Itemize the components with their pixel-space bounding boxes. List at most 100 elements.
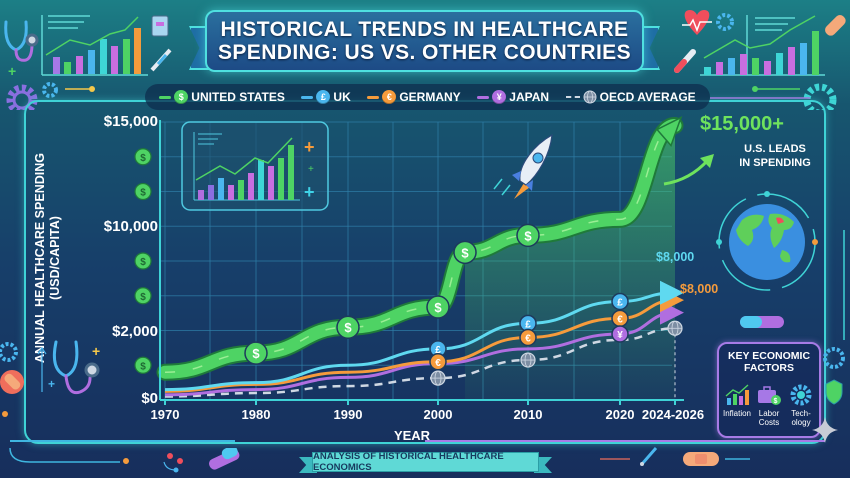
gear-icon [823, 347, 845, 369]
series-marker-uk: £ [611, 292, 629, 311]
coin-symbol: ¥ [617, 330, 623, 341]
legend-label-us: UNITED STATES [191, 90, 285, 104]
coin-circle [516, 223, 540, 248]
series-line-us-highlight [164, 124, 676, 373]
legend-label-oecd: OECD AVERAGE [599, 90, 696, 104]
series-marker-germany: € [611, 309, 629, 328]
y-tick-label: $2,000 [112, 323, 158, 340]
svg-text:+: + [48, 377, 55, 391]
dollar-coin-icon: $ [134, 252, 152, 270]
coin-symbol: $ [524, 228, 532, 243]
decor-bottom-left: + + [0, 340, 129, 464]
axes [159, 120, 684, 405]
legend-item-oecd[interactable]: OECD AVERAGE [565, 90, 696, 104]
globe-icon [716, 191, 818, 291]
series-marker-uk: £ [519, 314, 537, 333]
coin-circle [134, 287, 152, 305]
globe-marker [667, 320, 683, 336]
legend-item-japan[interactable]: ¥ JAPAN [477, 90, 549, 104]
dollar-coin-icon: $ [174, 90, 189, 104]
legend-line-oecd [565, 96, 580, 98]
legend-item-us[interactable]: $ UNITED STATES [159, 90, 285, 104]
svg-text:+: + [8, 63, 16, 79]
germany-end-label: $8,000 [680, 282, 719, 296]
legend-item-germany[interactable]: € GERMANY [367, 90, 461, 104]
factor-label: Inflation [722, 409, 752, 418]
factor-label: Costs [758, 418, 780, 427]
syringe-icon [640, 447, 658, 466]
y-tick-labels: $15,000 $10,000 $2,000 $0 [80, 0, 158, 420]
factor-label: ology [791, 418, 811, 427]
callout-arrow-icon [663, 154, 714, 186]
globe-marker [520, 352, 536, 368]
svg-text:+: + [308, 164, 314, 175]
decor-right-side [823, 230, 845, 405]
coin-circle [519, 328, 537, 347]
x-tick-label: 1980 [241, 407, 271, 422]
clipboard-icon [151, 15, 169, 37]
y-tick-label: $0 [141, 390, 158, 407]
legend-line-japan [477, 95, 490, 99]
factor-technology: Tech- ology [785, 384, 817, 427]
footer-text: ANALYSIS OF HISTORICAL HEALTHCARE ECONOM… [313, 451, 504, 473]
coin-symbol: £ [525, 319, 531, 330]
x-tick-label: 1970 [150, 407, 180, 422]
coin-symbol: $ [344, 320, 352, 335]
coin-symbol: € [435, 358, 441, 369]
factor-inflation: Inflation [721, 384, 753, 418]
coin-circle [453, 240, 477, 265]
coin-symbol: $ [140, 292, 146, 303]
factor-label: Labor [758, 409, 780, 418]
gear-icon [716, 13, 734, 31]
mini-bar-chart-icon [41, 15, 148, 76]
pound-coin-icon: £ [316, 90, 331, 104]
globe-marker [430, 370, 446, 386]
coin-circle [244, 341, 268, 365]
stethoscope-icon [52, 340, 100, 395]
bandage-icon [683, 452, 719, 466]
svg-text:+: + [92, 343, 100, 359]
heart-pulse-icon [682, 10, 712, 35]
coin-circle [134, 252, 152, 270]
legend-line-us [159, 95, 172, 99]
key-factors-title: KEY ECONOMIC FACTORS [719, 350, 819, 374]
svg-text:+: + [304, 182, 315, 202]
pill-icon [209, 448, 240, 470]
coin-symbol: $ [252, 346, 260, 361]
x-tick-label: 1990 [333, 407, 363, 422]
coin-symbol: $ [140, 257, 146, 268]
coin-circle [429, 353, 447, 371]
legend-label-japan: JAPAN [509, 90, 550, 104]
legend-item-uk[interactable]: £ UK [301, 90, 351, 104]
legend: $ UNITED STATES £ UK € GERMANY ¥ JAPAN O… [145, 84, 710, 110]
svg-text:$: $ [774, 398, 778, 405]
callout-text-line1: U.S. LEADS [744, 143, 806, 155]
coin-symbol: £ [617, 297, 623, 308]
series-marker-us: $ [244, 341, 268, 365]
key-factors-title-line2: FACTORS [744, 362, 794, 374]
coin-circle [611, 325, 629, 343]
y-tick-label: $15,000 [103, 113, 158, 130]
divider-left [10, 440, 235, 442]
rocket-icon [493, 133, 553, 199]
series-marker-germany: € [519, 328, 537, 347]
briefcase-money-icon: $ [758, 386, 781, 405]
pill-icon [674, 49, 696, 73]
coin-symbol: £ [435, 345, 441, 356]
bandage-icon [825, 15, 846, 36]
series-marker-us: $ [516, 223, 540, 248]
x-tick-label: 2000 [423, 407, 453, 422]
dollar-coin-icon: $ [134, 356, 152, 374]
sparkle-icon [812, 417, 838, 443]
pill-icon [740, 316, 784, 328]
x-tick-label: 2010 [513, 407, 543, 422]
series-marker-us: $ [453, 240, 477, 265]
dollar-coin-icon: $ [134, 287, 152, 305]
title-banner: HISTORICAL TRENDS IN HEALTHCARE SPENDING… [205, 10, 644, 72]
series-marker-germany: € [429, 353, 447, 371]
coin-symbol: $ [140, 361, 146, 372]
coin-circle [134, 356, 152, 374]
series-marker-us: $ [336, 315, 360, 339]
divider-right [425, 440, 825, 442]
gear-icon [803, 83, 837, 110]
